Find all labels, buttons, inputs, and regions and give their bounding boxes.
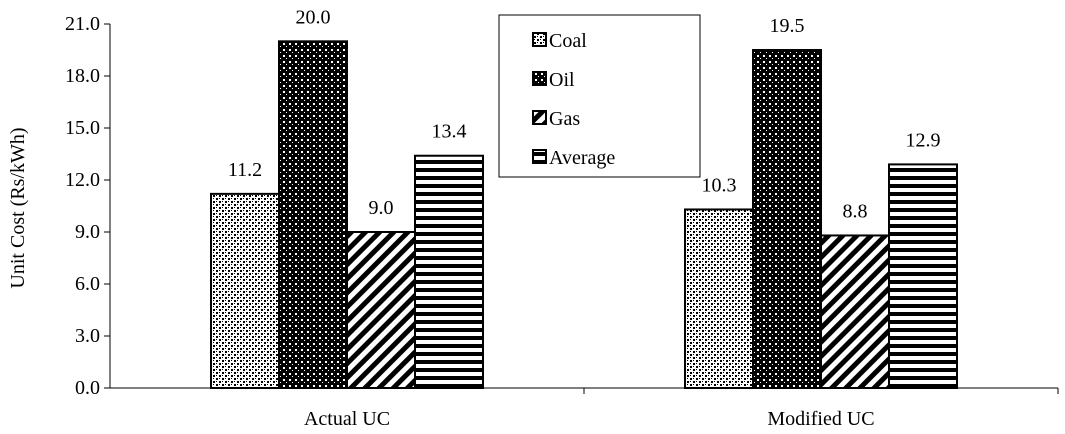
bar-coal-actual	[210, 192, 280, 389]
legend: Coal Oil Gas Average	[498, 14, 701, 178]
bar-average-actual	[414, 154, 484, 389]
x-category-label: Modified UC	[767, 408, 874, 430]
y-tick-label: 0.0	[75, 377, 100, 399]
bar-value-label: 9.0	[369, 197, 394, 219]
bar-oil-modified	[752, 49, 822, 389]
bar-value-label: 8.8	[843, 200, 868, 222]
bar-value-label: 20.0	[296, 6, 331, 28]
y-tick-label: 6.0	[75, 273, 100, 295]
y-tick-label: 15.0	[65, 117, 100, 139]
value-labels-group: 11.2 20.0 9.0 13.4 10.3 19.5 8.8 12.9	[228, 6, 941, 222]
bar-gas-actual	[346, 231, 416, 389]
y-tick-label: 18.0	[65, 65, 100, 87]
x-category-label: Actual UC	[304, 408, 390, 430]
y-tick-label: 12.0	[65, 169, 100, 191]
bar-value-label: 13.4	[432, 121, 467, 143]
legend-swatch-coal	[532, 32, 547, 47]
bar-value-label: 12.9	[906, 129, 941, 151]
legend-swatch-oil	[532, 71, 547, 86]
x-axis-labels: Actual UC Modified UC	[304, 408, 875, 430]
legend-label-gas: Gas	[549, 108, 580, 130]
bars-group	[210, 40, 958, 389]
legend-label-coal: Coal	[549, 30, 587, 52]
y-tick-label: 9.0	[75, 221, 100, 243]
legend-label-oil: Oil	[549, 69, 575, 91]
bar-coal-modified	[684, 208, 754, 389]
y-tick-label: 3.0	[75, 325, 100, 347]
legend-swatch-average	[532, 149, 547, 164]
legend-swatch-gas	[532, 110, 547, 125]
bar-value-label: 10.3	[702, 174, 737, 196]
bar-gas-modified	[820, 234, 890, 389]
bar-value-label: 11.2	[228, 159, 262, 181]
legend-label-average: Average	[549, 147, 615, 169]
bar-average-modified	[888, 163, 958, 389]
y-axis-title: Unit Cost (Rs/kWh)	[7, 127, 29, 288]
bar-value-label: 19.5	[770, 15, 805, 37]
bar-oil-actual	[278, 40, 348, 389]
y-tick-label: 21.0	[65, 13, 100, 35]
